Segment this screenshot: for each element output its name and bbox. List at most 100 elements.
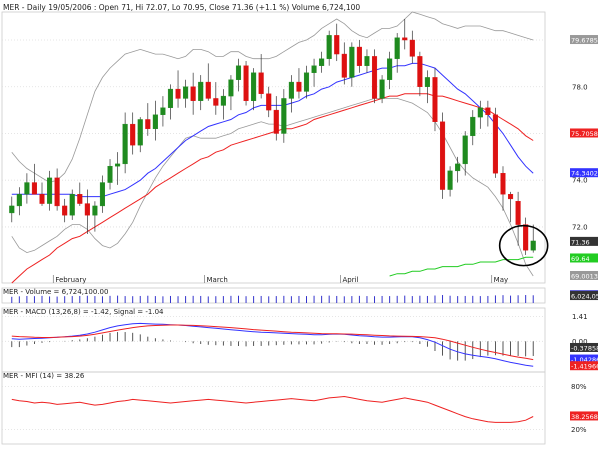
candle-body — [281, 98, 287, 134]
candle-body — [417, 56, 423, 87]
candle-body — [371, 56, 378, 99]
month-label: February — [55, 276, 86, 284]
candle-body — [387, 58, 393, 80]
candle-body — [530, 240, 536, 251]
price-flag-text: 71.36 — [571, 238, 590, 246]
candle-body — [183, 86, 189, 99]
candle-body — [243, 65, 249, 101]
macd-panel-frame — [1, 307, 546, 373]
price-flag — [570, 291, 598, 301]
candle-body — [99, 182, 106, 207]
candle-body — [31, 182, 37, 195]
candle-body — [167, 88, 174, 108]
candle-body — [266, 93, 272, 111]
candle-body — [220, 95, 226, 106]
candle-body — [439, 121, 446, 190]
candle-body — [477, 107, 483, 118]
line-lower-bollinger — [11, 98, 534, 277]
candle-body — [462, 135, 468, 165]
price-flag-text: 75.7058 — [571, 130, 598, 138]
price-axis-tick-label: 72.0 — [572, 223, 588, 231]
price-axis-tick-label: 78.0 — [572, 83, 588, 91]
candle-body — [39, 194, 45, 204]
price-flag — [570, 35, 598, 45]
candle-body — [175, 88, 181, 99]
month-label: April — [343, 276, 359, 284]
price-flag-text: 38.2568 — [571, 413, 598, 421]
macd-axis-tick-label: 1.41 — [572, 313, 588, 321]
price-flag — [570, 270, 598, 280]
price-axis-tick-label: 74.0 — [572, 177, 588, 185]
price-flag-text: 69.0013 — [571, 272, 598, 280]
candle-body — [485, 107, 491, 115]
candle-body — [319, 58, 325, 66]
candle-body — [394, 37, 400, 59]
volume-panel: 6,724,1006,024,052 — [1, 287, 600, 304]
price-flag — [570, 354, 598, 364]
candle-body — [92, 205, 98, 216]
volume-panel-frame — [1, 287, 546, 304]
price-flag-text: -0.37858 — [571, 344, 600, 352]
macd-panel: 1.41 0.00-0.37858 -1.04286-1.41966 — [1, 307, 600, 373]
line-mfi — [11, 395, 534, 423]
price-flag — [570, 168, 598, 178]
price-flag-text: 74.3402 — [571, 170, 598, 178]
candle-body — [424, 77, 430, 87]
candle-body — [54, 177, 60, 207]
candle-body — [447, 170, 453, 190]
candle-body — [523, 224, 529, 251]
candle-body — [24, 182, 30, 195]
price-flag — [570, 128, 598, 138]
candle-body — [349, 46, 355, 78]
candle-body — [515, 201, 521, 225]
highlight-circle — [498, 224, 549, 267]
mfi-panel: 80% 38.2568 20% — [1, 371, 598, 445]
candle-body — [160, 107, 166, 115]
candle-body — [47, 177, 53, 204]
mfi-panel-frame — [1, 371, 546, 445]
line-macd — [11, 322, 534, 367]
candle-body — [258, 72, 264, 94]
candle-body — [9, 205, 15, 214]
price-panel-frame — [1, 11, 546, 284]
candle-body — [130, 123, 136, 146]
candle-body — [84, 203, 90, 216]
mfi-panel-title: MER - MFI (14) = 38.26 — [3, 372, 85, 380]
price-flag — [570, 236, 598, 246]
candle-body — [432, 77, 438, 123]
candle-body — [205, 81, 211, 99]
line-upper-bollinger — [11, 11, 534, 183]
candle-body — [379, 79, 385, 99]
macd-panel-title: MER - MACD (13,26,8) = -1.42, Signal = -… — [3, 308, 164, 316]
candle-body — [16, 194, 22, 207]
candle-body — [311, 65, 317, 73]
macd-axis-tick-label: 0.00 — [572, 338, 588, 346]
candle-body — [235, 65, 242, 80]
candle-body — [296, 81, 302, 92]
candle-body — [288, 81, 294, 99]
candle-body — [455, 163, 461, 172]
candle-body — [137, 119, 143, 146]
chart-header: MER - Daily 19/05/2006 : Open 71, Hi 72.… — [3, 3, 360, 12]
candle-body — [508, 194, 514, 200]
candle-body — [152, 114, 158, 130]
price-panel: 72.074.076.078.080.0FebruaryMarchAprilMa… — [1, 11, 598, 284]
candle-body — [470, 116, 476, 137]
mfi-axis-tick-label: 80% — [571, 383, 587, 391]
candle-body — [145, 119, 151, 130]
line-signal — [11, 324, 534, 361]
price-flag-text: 69.64 — [571, 255, 590, 263]
price-flag — [570, 411, 598, 421]
candle-body — [198, 81, 204, 101]
price-flag-text: -1.41966 — [571, 363, 600, 371]
candle-body — [364, 56, 370, 66]
candle-body — [69, 194, 75, 216]
candle-body — [190, 86, 196, 101]
candle-body — [341, 53, 347, 78]
candle-body — [115, 163, 121, 167]
candle-body — [62, 205, 68, 216]
candle-body — [213, 98, 219, 106]
volume-panel-title: MER - Volume = 6,724,100.00 — [3, 288, 108, 296]
